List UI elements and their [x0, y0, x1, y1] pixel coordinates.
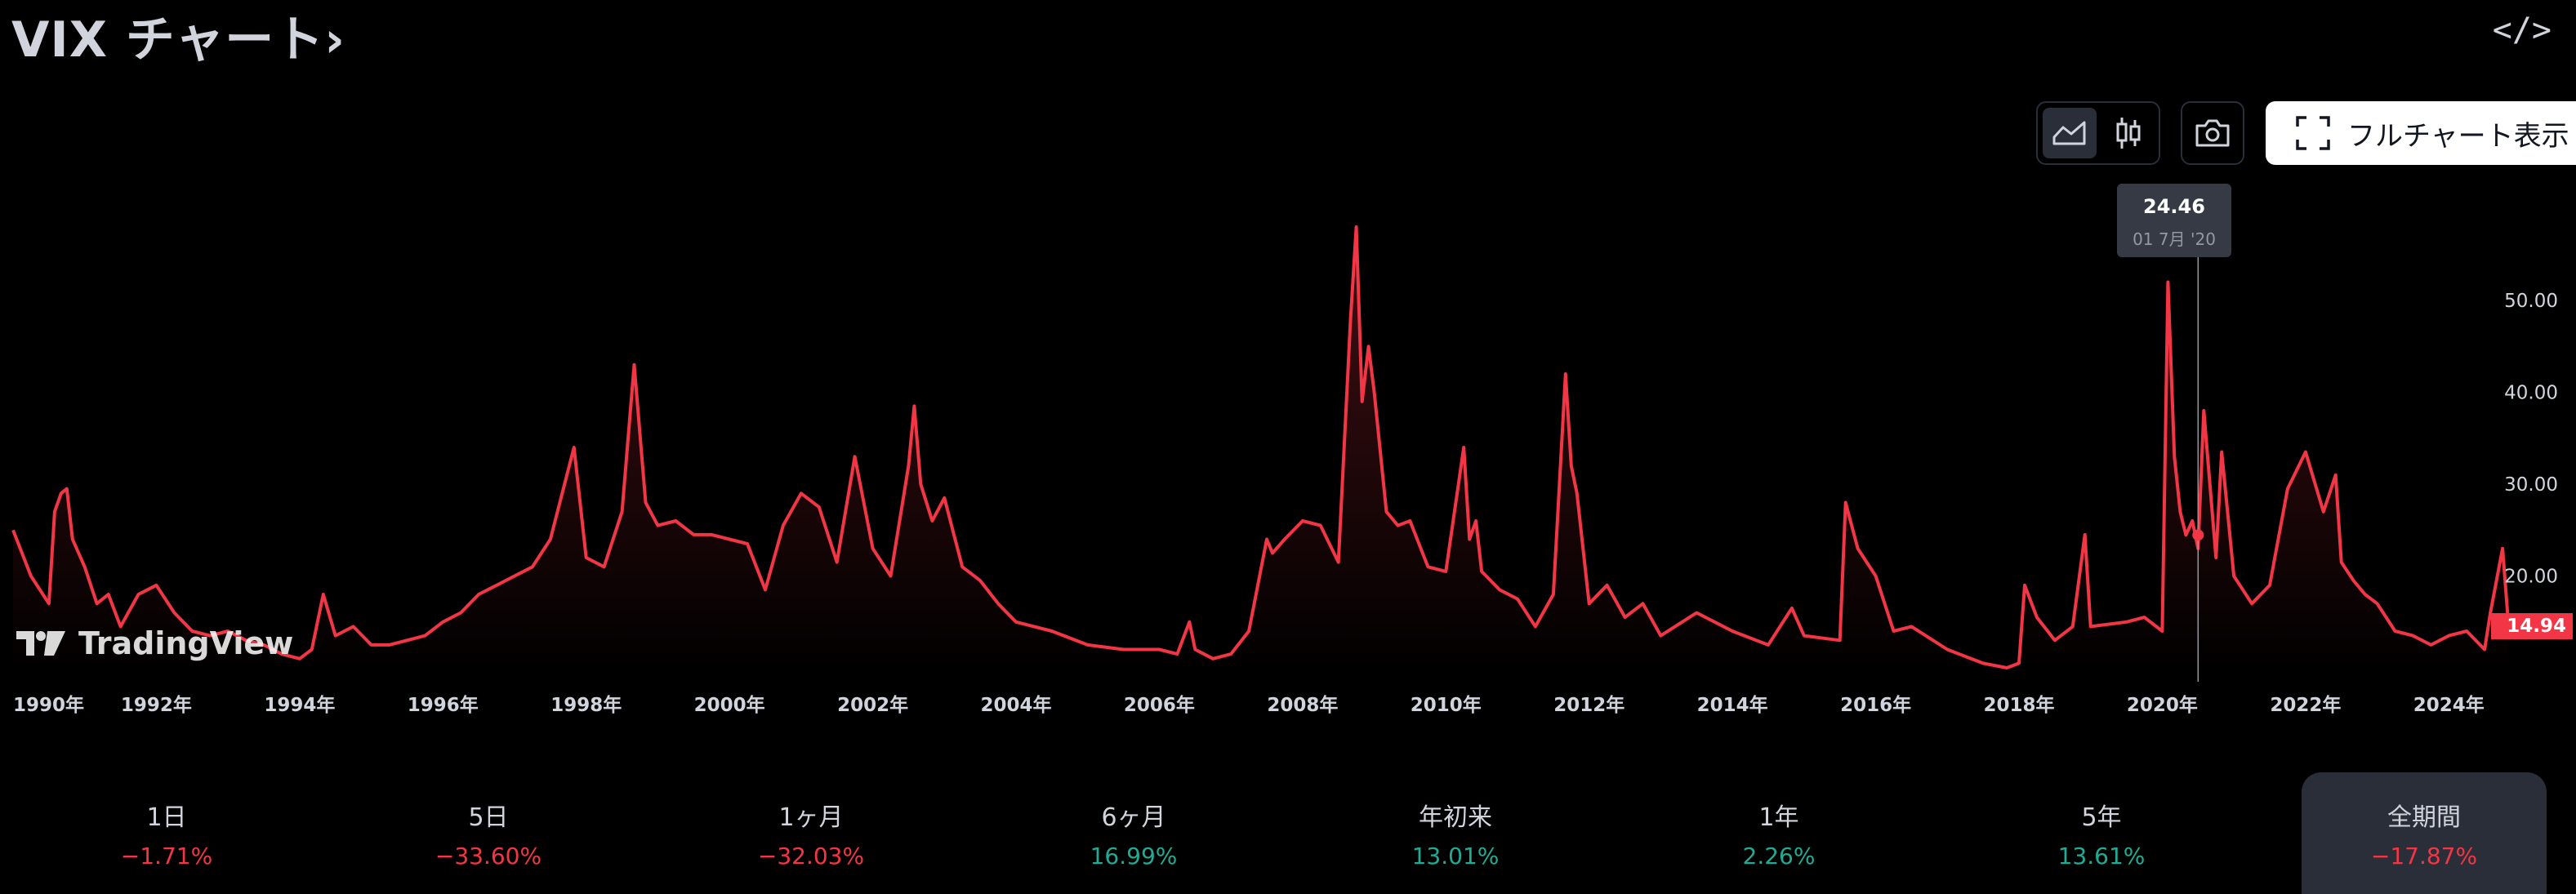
area-chart-icon [2052, 121, 2086, 145]
watermark-text: TradingView [78, 625, 294, 661]
period-tab[interactable]: 1年 2.26% [1656, 772, 1901, 894]
value-tooltip: 24.46 01 7月 '20 [2117, 184, 2231, 257]
period-change: 13.61% [2057, 843, 2146, 870]
x-tick-label: 1990年 [13, 694, 84, 716]
candlestick-chart-button[interactable] [2101, 108, 2155, 158]
period-tab[interactable]: 5年 13.61% [1979, 772, 2224, 894]
period-change: 2.26% [1742, 843, 1816, 870]
y-tick-label: 40.00 [2504, 383, 2558, 404]
tooltip-value: 24.46 [2143, 195, 2205, 218]
series-line [11, 225, 2511, 669]
x-tick-label: 2010年 [1411, 694, 1482, 716]
period-change: 16.99% [1090, 843, 1178, 870]
period-tab[interactable]: 年初来 13.01% [1333, 772, 1578, 894]
y-tick-label: 30.00 [2504, 474, 2558, 496]
period-tab[interactable]: 全期間 −17.87% [2302, 772, 2547, 894]
period-label: 5年 [2081, 803, 2122, 832]
tradingview-watermark[interactable]: TradingView [15, 625, 293, 661]
camera-icon [2195, 119, 2230, 147]
x-tick-label: 2006年 [1124, 694, 1195, 716]
period-change: −17.87% [2370, 843, 2478, 870]
x-tick-label: 1994年 [264, 694, 335, 716]
x-tick-label: 2018年 [1983, 694, 2054, 716]
x-tick-label: 2014年 [1697, 694, 1768, 716]
candlestick-icon [2116, 118, 2141, 149]
x-tick-label: 2004年 [980, 694, 1051, 716]
period-label: 6ヶ月 [1101, 803, 1166, 832]
period-label: 1ヶ月 [778, 803, 844, 832]
period-selector: 1日 −1.71% 5日 −33.60% 1ヶ月 −32.03% 6ヶ月 16.99% 年初来 1… [0, 772, 2576, 894]
x-tick-label: 1998年 [550, 694, 622, 716]
x-tick-label: 2016年 [1840, 694, 1911, 716]
vix-chart[interactable]: 20.00 30.00 40.00 50.00 1990年 1992年 1994年 1996… [0, 0, 2576, 735]
period-label: 1日 [146, 803, 187, 832]
chart-title-link[interactable]: VIX チャート› [11, 11, 346, 69]
period-tab[interactable]: 6ヶ月 16.99% [1011, 772, 1256, 894]
x-tick-label: 2020年 [2127, 694, 2198, 716]
period-label: 1年 [1758, 803, 1799, 832]
period-label: 年初来 [1419, 803, 1492, 832]
period-label: 全期間 [2387, 803, 2461, 832]
period-tab[interactable]: 1日 −1.71% [44, 772, 289, 894]
fullchart-button[interactable]: フルチャート表示 [2266, 101, 2576, 165]
x-tick-label: 2002年 [837, 694, 908, 716]
y-tick-label: 20.00 [2504, 567, 2558, 588]
x-tick-label: 2000年 [694, 694, 765, 716]
chart-type-toggle [2036, 101, 2160, 165]
series-area-fill [13, 227, 2509, 674]
code-embed-icon[interactable]: </> [2492, 11, 2551, 49]
period-tab[interactable]: 1ヶ月 −32.03% [689, 772, 934, 894]
x-tick-label: 2012年 [1553, 694, 1624, 716]
period-change: −1.71% [120, 843, 213, 870]
y-tick-label: 50.00 [2504, 291, 2558, 312]
period-change: 13.01% [1411, 843, 1500, 870]
fullchart-label: フルチャート表示 [2347, 119, 2569, 153]
area-chart-button[interactable] [2043, 108, 2097, 158]
highlight-point [2192, 529, 2204, 541]
period-change: −32.03% [757, 843, 865, 870]
tradingview-logo-icon [16, 631, 65, 656]
fullscreen-icon [2296, 116, 2330, 150]
period-tab[interactable]: 5日 −33.60% [366, 772, 611, 894]
x-tick-label: 1996年 [408, 694, 479, 716]
x-tick-label: 1992年 [121, 694, 192, 716]
x-tick-label: 2022年 [2270, 694, 2341, 716]
last-price-badge: 14.94 [2491, 613, 2573, 639]
period-label: 5日 [468, 803, 509, 832]
x-tick-label: 2008年 [1267, 694, 1338, 716]
tooltip-date: 01 7月 '20 [2133, 229, 2216, 249]
screenshot-button[interactable] [2181, 101, 2244, 165]
x-tick-label: 2024年 [2413, 694, 2485, 716]
period-change: −33.60% [435, 843, 542, 870]
